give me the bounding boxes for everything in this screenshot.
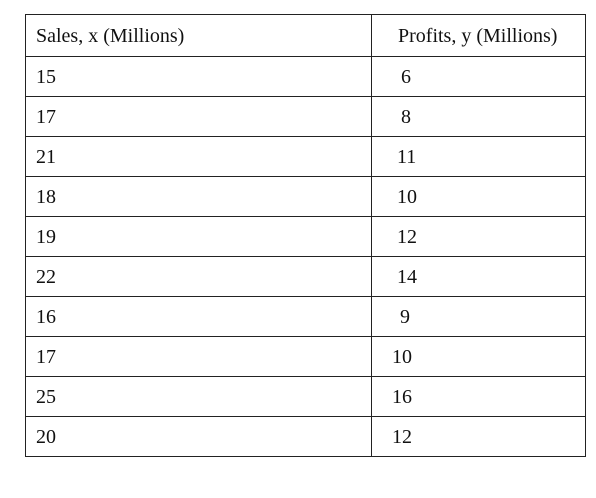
table-row: 17 10	[25, 336, 586, 377]
profits-cell: 10	[371, 176, 586, 217]
profits-cell: 11	[371, 136, 586, 177]
sales-profits-table: Sales, x (Millions) Profits, y (Millions…	[25, 14, 586, 457]
profits-cell: 6	[371, 56, 586, 97]
sales-cell: 22	[25, 256, 372, 297]
table-row: 15 6	[25, 56, 586, 97]
header-sales: Sales, x (Millions)	[25, 14, 372, 57]
profits-cell: 10	[371, 336, 586, 377]
profits-cell: 12	[371, 216, 586, 257]
sales-cell: 20	[25, 416, 372, 457]
table-row: 20 12	[25, 416, 586, 457]
sales-cell: 16	[25, 296, 372, 337]
profits-cell: 9	[371, 296, 586, 337]
sales-cell: 17	[25, 96, 372, 137]
profits-cell: 16	[371, 376, 586, 417]
table-row: 16 9	[25, 296, 586, 337]
sales-cell: 18	[25, 176, 372, 217]
profits-cell: 8	[371, 96, 586, 137]
table-row: 17 8	[25, 96, 586, 137]
header-profits: Profits, y (Millions)	[371, 14, 586, 57]
table-header-row: Sales, x (Millions) Profits, y (Millions…	[25, 14, 586, 57]
sales-cell: 25	[25, 376, 372, 417]
sales-cell: 19	[25, 216, 372, 257]
table-row: 25 16	[25, 376, 586, 417]
sales-cell: 15	[25, 56, 372, 97]
table-row: 22 14	[25, 256, 586, 297]
table-row: 18 10	[25, 176, 586, 217]
profits-cell: 14	[371, 256, 586, 297]
sales-cell: 21	[25, 136, 372, 177]
table-row: 19 12	[25, 216, 586, 257]
profits-cell: 12	[371, 416, 586, 457]
sales-cell: 17	[25, 336, 372, 377]
table-row: 21 11	[25, 136, 586, 177]
